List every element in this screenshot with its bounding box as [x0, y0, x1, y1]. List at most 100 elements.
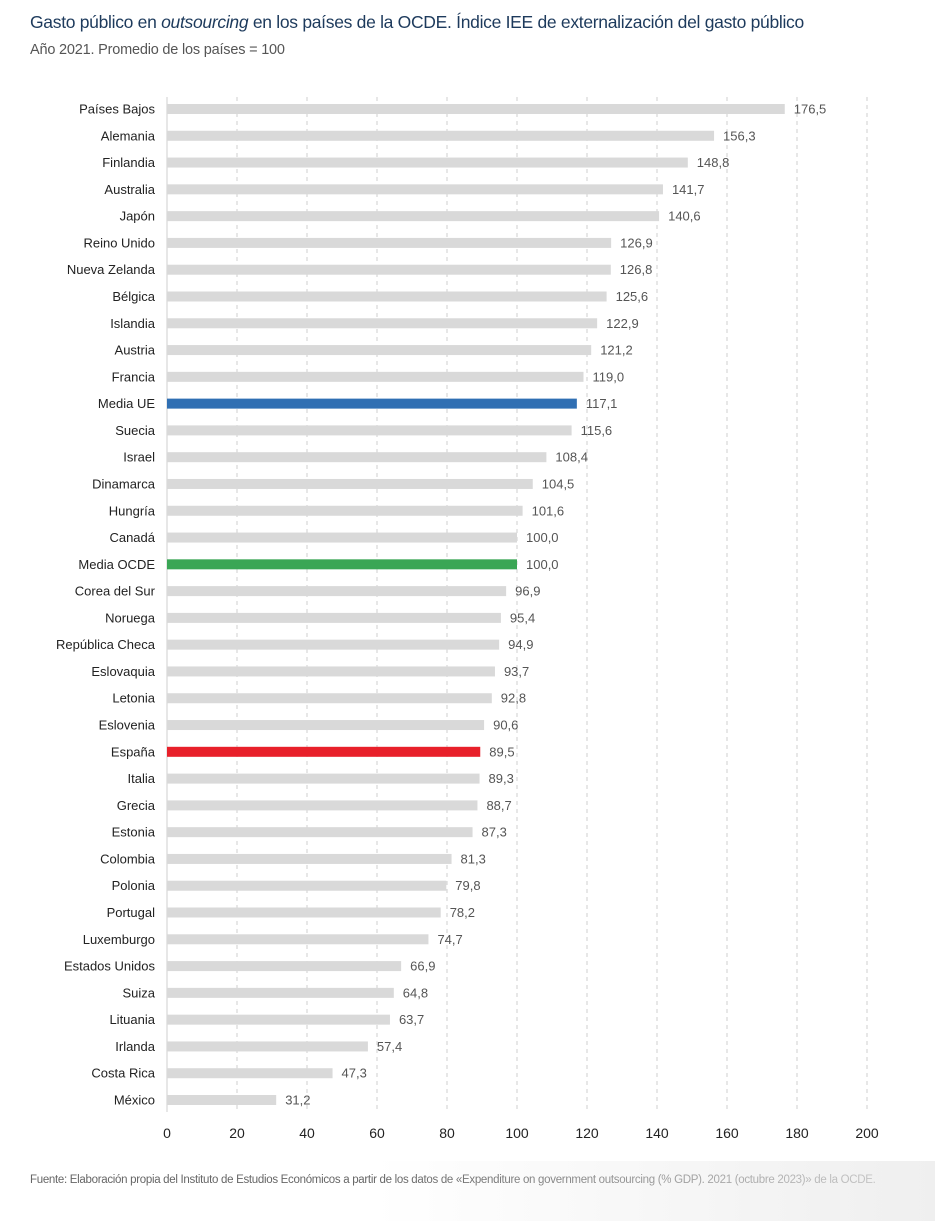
title-part: Gasto público en — [30, 12, 162, 32]
value-label: 31,2 — [285, 1093, 310, 1108]
bar — [167, 505, 523, 516]
bar — [167, 639, 500, 650]
chart-subtitle: Año 2021. Promedio de los países = 100 — [30, 42, 285, 58]
x-tick-label: 80 — [439, 1125, 455, 1141]
category-label: Portugal — [107, 905, 156, 920]
x-tick-label: 120 — [575, 1125, 599, 1141]
bar — [167, 452, 547, 463]
category-label: Irlanda — [115, 1039, 156, 1054]
bar — [167, 746, 481, 757]
x-tick-label: 160 — [715, 1125, 739, 1141]
category-label: Austria — [115, 343, 156, 358]
bar — [167, 264, 611, 275]
value-label: 122,9 — [606, 316, 639, 331]
value-label: 148,8 — [697, 155, 730, 170]
category-label: Lituania — [109, 1012, 155, 1027]
x-tick-label: 140 — [645, 1125, 669, 1141]
bar — [167, 345, 592, 356]
value-label: 104,5 — [542, 476, 575, 491]
category-label: España — [111, 744, 156, 759]
value-label: 108,4 — [555, 450, 588, 465]
bar — [167, 318, 598, 329]
category-label: Eslovenia — [99, 718, 156, 733]
value-label: 140,6 — [668, 209, 701, 224]
value-label: 115,6 — [581, 423, 613, 438]
value-label: 100,0 — [526, 530, 559, 545]
category-label: Grecia — [117, 798, 156, 813]
bar — [167, 720, 485, 731]
bar — [167, 104, 785, 114]
category-label: Nueva Zelanda — [67, 262, 156, 277]
category-label: Corea del Sur — [75, 584, 156, 599]
value-label: 92,8 — [501, 691, 526, 706]
category-label: Noruega — [105, 610, 156, 625]
bar — [167, 693, 492, 704]
bar — [167, 425, 572, 436]
bar — [167, 880, 447, 891]
value-label: 96,9 — [515, 584, 540, 599]
bar — [167, 961, 402, 972]
value-label: 90,6 — [493, 718, 518, 733]
x-tick-label: 200 — [855, 1125, 879, 1141]
value-label: 66,9 — [410, 959, 435, 974]
value-label: 125,6 — [616, 289, 649, 304]
value-label: 119,0 — [593, 369, 625, 384]
bar — [167, 586, 507, 597]
category-label: Eslovaquia — [91, 664, 155, 679]
category-label: Letonia — [112, 691, 155, 706]
bar — [167, 827, 473, 838]
bar — [167, 987, 394, 998]
value-label: 89,5 — [489, 744, 514, 759]
category-label: Japón — [120, 209, 155, 224]
bar — [167, 130, 715, 141]
bar — [167, 237, 612, 248]
bar — [167, 853, 452, 864]
bar — [167, 907, 441, 918]
bar — [167, 773, 480, 784]
bar — [167, 371, 584, 382]
value-label: 89,3 — [489, 771, 514, 786]
value-label: 126,8 — [620, 262, 653, 277]
value-label: 117,1 — [586, 396, 618, 411]
bar — [167, 157, 688, 168]
category-label: Dinamarca — [92, 476, 156, 491]
value-label: 87,3 — [482, 825, 507, 840]
bar — [167, 666, 495, 677]
shadow-overlay — [0, 1161, 935, 1221]
chart-title: Gasto público en outsourcing en los país… — [30, 12, 804, 33]
bar — [167, 1095, 277, 1105]
x-tick-label: 100 — [505, 1125, 529, 1141]
x-tick-label: 60 — [369, 1125, 385, 1141]
x-tick-label: 40 — [299, 1125, 315, 1141]
category-label: Reino Unido — [83, 235, 155, 250]
category-label: Media UE — [98, 396, 155, 411]
bar — [167, 1014, 390, 1025]
value-label: 176,5 — [794, 102, 827, 117]
category-label: Italia — [128, 771, 156, 786]
category-label: Países Bajos — [79, 102, 155, 117]
value-label: 100,0 — [526, 557, 559, 572]
value-label: 101,6 — [532, 503, 565, 518]
value-label: 78,2 — [450, 905, 475, 920]
category-label: Canadá — [109, 530, 155, 545]
category-label: Colombia — [100, 851, 156, 866]
category-label: Israel — [123, 450, 155, 465]
bar — [167, 1041, 368, 1052]
value-label: 63,7 — [399, 1012, 424, 1027]
value-label: 121,2 — [600, 343, 633, 358]
x-tick-label: 0 — [163, 1125, 171, 1141]
bar — [167, 800, 478, 811]
value-label: 88,7 — [486, 798, 511, 813]
value-label: 141,7 — [672, 182, 705, 197]
category-label: Estados Unidos — [64, 959, 156, 974]
category-label: Finlandia — [102, 155, 156, 170]
value-label: 81,3 — [461, 851, 486, 866]
value-label: 95,4 — [510, 610, 535, 625]
category-label: Suecia — [115, 423, 156, 438]
category-label: Suiza — [122, 985, 155, 1000]
category-label: Polonia — [112, 878, 156, 893]
category-label: Alemania — [101, 128, 156, 143]
category-label: Bélgica — [112, 289, 155, 304]
category-label: Hungría — [109, 503, 156, 518]
value-label: 126,9 — [620, 235, 653, 250]
